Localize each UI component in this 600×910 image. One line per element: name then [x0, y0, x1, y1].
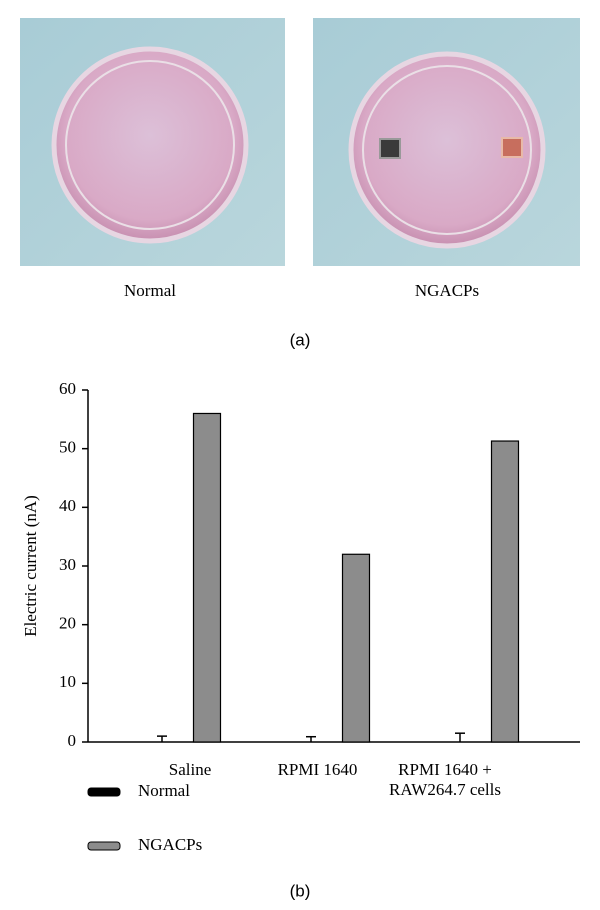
- photo-label: Normal: [124, 281, 176, 300]
- bar: [490, 440, 520, 743]
- photo-normal: [20, 18, 285, 266]
- photo-label: NGACPs: [415, 281, 479, 300]
- x-tick-label: RPMI 1640 + RAW264.7 cells: [389, 760, 501, 799]
- legend-label: Normal: [138, 781, 190, 800]
- y-tick-label: 60: [59, 379, 76, 398]
- bar: [341, 553, 371, 743]
- legend-swatch: [87, 787, 121, 797]
- y-axis-label: Electric current (nA): [21, 495, 40, 637]
- y-tick-label: 20: [59, 614, 76, 633]
- legend-swatch: [87, 841, 121, 851]
- bar: [192, 412, 222, 743]
- panel-caption: (a): [290, 330, 311, 349]
- panel-caption: (b): [290, 881, 311, 900]
- y-tick-label: 50: [59, 438, 76, 457]
- legend-label: NGACPs: [138, 835, 202, 854]
- x-tick-label: RPMI 1640: [277, 760, 358, 779]
- x-tick-label: Saline: [168, 760, 212, 779]
- photo-ngacps: [313, 18, 580, 266]
- y-tick-label: 10: [59, 672, 76, 691]
- y-tick-label: 40: [59, 496, 76, 515]
- y-tick-label: 30: [59, 555, 76, 574]
- y-tick-label: 0: [68, 731, 77, 750]
